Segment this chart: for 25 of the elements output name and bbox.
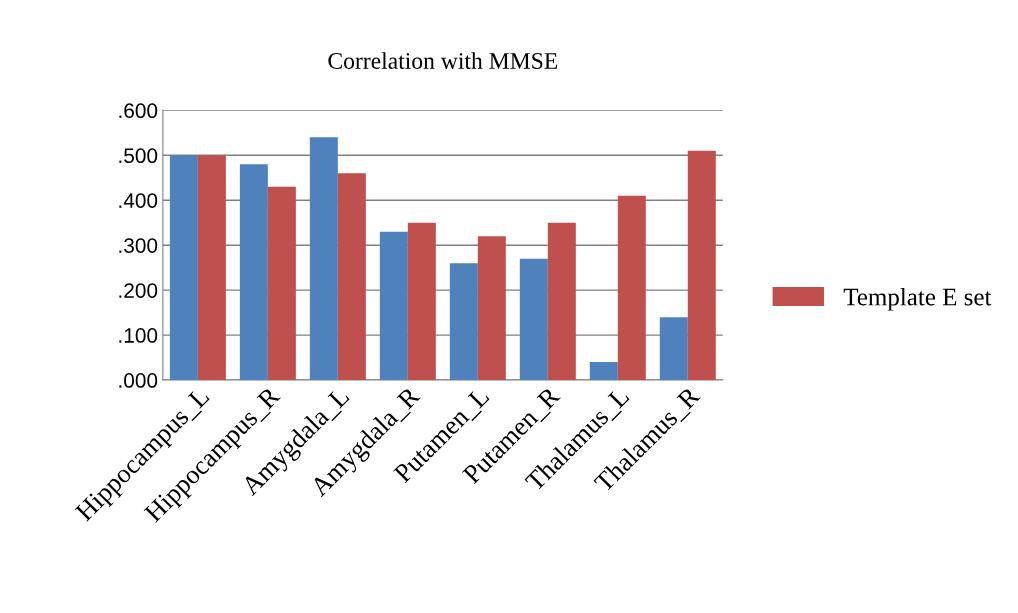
- bar: [337, 173, 366, 381]
- legend-label: Template E set: [843, 287, 992, 311]
- y-tick-label: .600: [119, 103, 158, 119]
- bar: [659, 317, 688, 381]
- bar: [589, 362, 618, 381]
- bar: [239, 164, 268, 381]
- chart-title: Correlation with MMSE: [328, 52, 558, 69]
- bar: [309, 137, 338, 381]
- bar: [687, 150, 716, 381]
- y-tick-label: .000: [119, 373, 158, 388]
- bar: [477, 236, 506, 381]
- bar: [407, 222, 436, 381]
- y-tick-label: .100: [119, 328, 158, 343]
- bar: [547, 222, 576, 381]
- y-tick-label: .500: [119, 148, 158, 164]
- bar: [197, 155, 226, 381]
- bar: [449, 263, 478, 381]
- bar: [519, 258, 548, 381]
- bar: [617, 195, 646, 381]
- y-tick-label: .200: [119, 283, 158, 298]
- bar: [267, 186, 296, 381]
- bar: [379, 231, 408, 381]
- y-tick-label: .400: [119, 193, 158, 208]
- bar: [169, 155, 198, 381]
- y-tick-label: .300: [119, 238, 158, 253]
